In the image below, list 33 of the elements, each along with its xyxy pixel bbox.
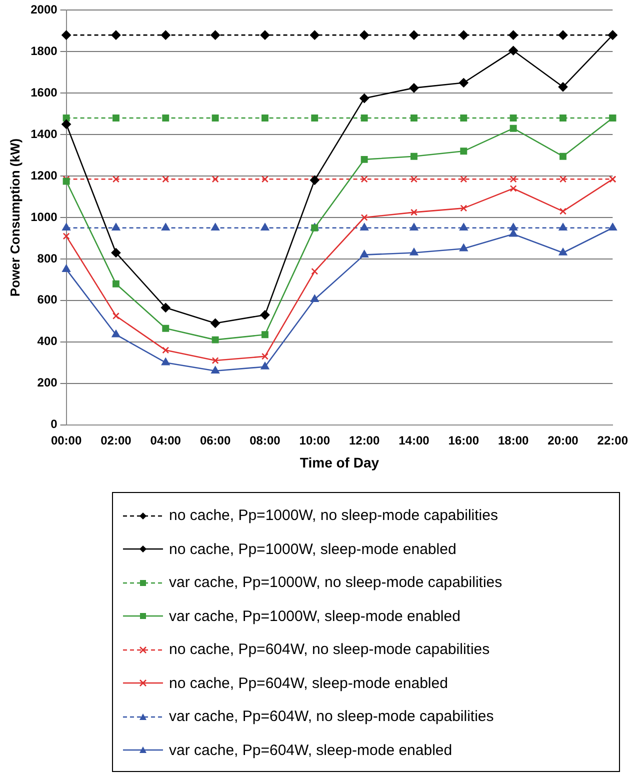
y-tick-label: 1200 [30, 168, 58, 182]
y-tick-label: 600 [37, 292, 58, 307]
x-tick-label: 08:00 [250, 433, 281, 448]
y-tick-label: 800 [37, 251, 58, 266]
y-tick-label: 1800 [30, 44, 58, 58]
y-tick-label: 200 [37, 376, 58, 390]
x-tick-label: 14:00 [398, 433, 430, 448]
legend-label: no cache, Pp=604W, sleep-mode enabled [169, 674, 448, 692]
x-tick-label: 22:00 [597, 433, 628, 448]
x-tick-label: 04:00 [150, 433, 182, 448]
y-tick-label: 0 [50, 417, 58, 432]
legend-label: no cache, Pp=1000W, no sleep-mode capabilities [169, 507, 498, 524]
x-tick-label: 06:00 [200, 433, 231, 448]
legend-label: no cache, Pp=604W, no sleep-mode capabilities [169, 641, 490, 658]
legend-label: var cache, Pp=1000W, no sleep-mode capabilities [169, 574, 502, 592]
y-tick-label: 400 [37, 334, 58, 348]
legend-label: var cache, Pp=604W, sleep-mode enabled [169, 742, 452, 759]
x-tick-label: 20:00 [548, 433, 579, 448]
x-tick-label: 12:00 [348, 433, 380, 448]
y-tick-label: 2000 [30, 2, 58, 17]
legend-label: no cache, Pp=1000W, sleep-mode enabled [169, 540, 456, 558]
legend-label: var cache, Pp=604W, no sleep-mode capabilities [169, 708, 494, 726]
x-tick-label: 00:00 [50, 433, 82, 448]
x-tick-label: 02:00 [100, 433, 132, 448]
y-tick-label: 1400 [30, 126, 58, 141]
x-tick-label: 18:00 [498, 433, 529, 448]
y-axis-title: Power Consumption (kW) [7, 138, 22, 297]
legend-label: var cache, Pp=1000W, sleep-mode enabled [169, 608, 460, 625]
y-tick-label: 1600 [30, 85, 58, 100]
x-tick-label: 10:00 [299, 433, 330, 448]
x-axis-title: Time of Day [300, 454, 380, 470]
x-tick-label: 16:00 [448, 433, 480, 448]
y-tick-label: 1000 [30, 210, 58, 224]
